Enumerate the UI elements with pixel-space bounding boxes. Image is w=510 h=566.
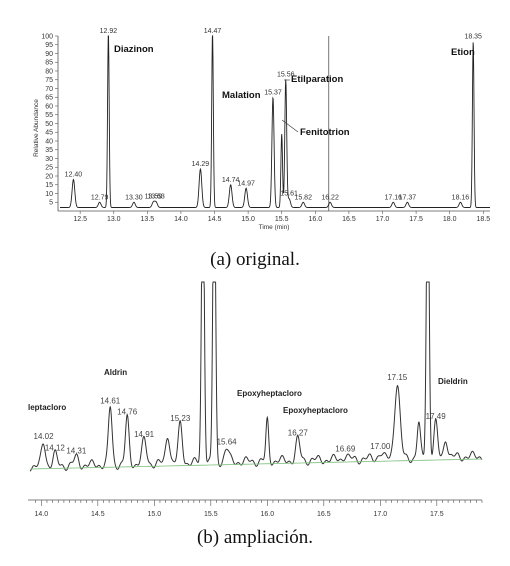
peak-label: 16.69: [335, 444, 356, 453]
y-tick-label: 30: [45, 156, 53, 163]
peak-label: 14.76: [117, 407, 138, 416]
y-tick-label: 80: [45, 68, 53, 75]
peak-label: 12.92: [100, 28, 118, 35]
x-tick-label: 16.5: [342, 216, 356, 223]
y-tick-label: 100: [41, 33, 53, 40]
x-axis-label: Time (min): [259, 224, 290, 231]
peak-label: 14.61: [100, 396, 121, 405]
peak-label: 15.56: [277, 71, 295, 78]
peak-label: 14.91: [134, 430, 155, 439]
x-tick-label: 17.5: [430, 511, 444, 518]
x-axis-ticks: 14.0 14.5 15.0 15.5 16.0 16.5 17.0 17.5: [34, 500, 483, 518]
y-tick-label: 15: [45, 182, 53, 189]
x-tick-label: 13.0: [107, 216, 121, 223]
chromatogram-original: 5101520253035404550556065707580859095100…: [33, 28, 490, 270]
peak-label: 15.64: [217, 438, 238, 447]
peak-label: 15.23: [170, 414, 191, 423]
x-tick-label: 16.0: [309, 216, 323, 223]
peak-label: 17.15: [387, 373, 408, 382]
peak-label: 12.79: [91, 194, 109, 201]
y-tick-label: 75: [45, 77, 53, 84]
y-tick-label: 45: [45, 130, 53, 137]
x-tick-label: 15.5: [204, 511, 218, 518]
x-tick-label: 15.0: [241, 216, 255, 223]
y-tick-label: 40: [45, 138, 53, 145]
x-tick-label: 12.5: [73, 216, 87, 223]
compound-etilparation: Etilparation: [291, 74, 343, 85]
peak-label: 14.31: [66, 447, 87, 456]
baseline-line: [29, 458, 483, 470]
compound-aldrin: Aldrin: [104, 368, 127, 377]
x-tick-label: 14.0: [174, 216, 188, 223]
x-tick-label: 13.5: [141, 216, 155, 223]
peak-label: 17.37: [399, 194, 417, 201]
compound-diazinon: Diazinon: [114, 44, 154, 55]
x-tick-label: 18.5: [476, 216, 490, 223]
chromatogram-zoom: 14.02 14.12 14.31 14.61 14.76 14.91 15.23 15.64…: [28, 281, 483, 548]
peak-label: 14.47: [204, 28, 222, 35]
x-tick-label: 17.0: [373, 511, 387, 518]
y-tick-label: 20: [45, 173, 53, 180]
x-tick-label: 14.5: [208, 216, 222, 223]
peak-label: 14.02: [34, 432, 55, 441]
trace-line: [29, 281, 483, 472]
x-tick-label: 16.5: [317, 511, 331, 518]
y-tick-label: 25: [45, 165, 53, 172]
x-tick-label: 15.0: [147, 511, 161, 518]
peak-label: 15.82: [294, 194, 312, 201]
caption-b: (b) ampliación.: [197, 527, 313, 548]
x-tick-label: 14.0: [34, 511, 48, 518]
x-tick-label: 18.0: [443, 216, 457, 223]
x-tick-label: 15.5: [275, 216, 289, 223]
y-tick-label: 5: [49, 200, 53, 207]
y-axis-label: Relative Abundance: [33, 99, 40, 157]
peak-labels: 14.02 14.12 14.31 14.61 14.76 14.91 15.23 15.64…: [34, 373, 447, 456]
peak-label: 12.40: [65, 172, 83, 179]
compound-dieldrin: Dieldrin: [438, 377, 468, 386]
peak-label: 15.61: [280, 191, 298, 198]
peak-label: 17.49: [426, 412, 447, 421]
compound-epoxyheptacloro-1: Epoxyheptacloro: [237, 389, 302, 398]
compound-etion: Etion: [451, 47, 475, 58]
peak-label: 14.12: [45, 443, 66, 452]
peak-label: 17.16: [384, 194, 402, 201]
x-tick-label: 14.5: [91, 511, 105, 518]
caption-a: (a) original.: [210, 249, 300, 270]
peak-label: 14.29: [192, 161, 210, 168]
x-axis-ticks: 12.5 13.0 13.5 14.0 14.5 15.0 15.5 16.0 16.5 17.0…: [73, 211, 490, 223]
peak-label: 16.27: [288, 428, 309, 437]
compound-malation: Malation: [222, 90, 261, 101]
peak-label: 18.16: [452, 194, 470, 201]
peak-label: 14.74: [222, 177, 240, 184]
y-tick-label: 50: [45, 121, 53, 128]
y-tick-label: 60: [45, 103, 53, 110]
y-tick-label: 85: [45, 60, 53, 67]
compound-fenitotrion: Fenitotrion: [300, 127, 350, 138]
peak-label: 17.00: [370, 442, 391, 451]
y-tick-label: 55: [45, 112, 53, 119]
y-tick-label: 10: [45, 191, 53, 198]
peak-label: 13.30: [125, 194, 143, 201]
y-tick-label: 90: [45, 51, 53, 58]
peak-label: 15.37: [264, 89, 282, 96]
y-tick-label: 65: [45, 95, 53, 102]
peak-label: 18.35: [464, 33, 482, 40]
compound-leptacloro: leptacloro: [28, 403, 66, 412]
x-tick-label: 17.5: [409, 216, 423, 223]
compound-epoxyheptacloro-2: Epoxyheptacloro: [283, 406, 348, 415]
x-tick-label: 17.0: [376, 216, 390, 223]
fenitotrion-leader: [281, 119, 299, 133]
peak-label: 13.59: [145, 194, 163, 201]
peak-label: 16.22: [321, 194, 339, 201]
peak-label: 13.63: [147, 194, 165, 201]
y-tick-label: 95: [45, 42, 53, 49]
y-tick-label: 35: [45, 147, 53, 154]
trace-line: [60, 34, 490, 208]
y-tick-label: 70: [45, 86, 53, 93]
x-tick-label: 16.0: [260, 511, 274, 518]
peak-label: 14.97: [237, 180, 255, 187]
